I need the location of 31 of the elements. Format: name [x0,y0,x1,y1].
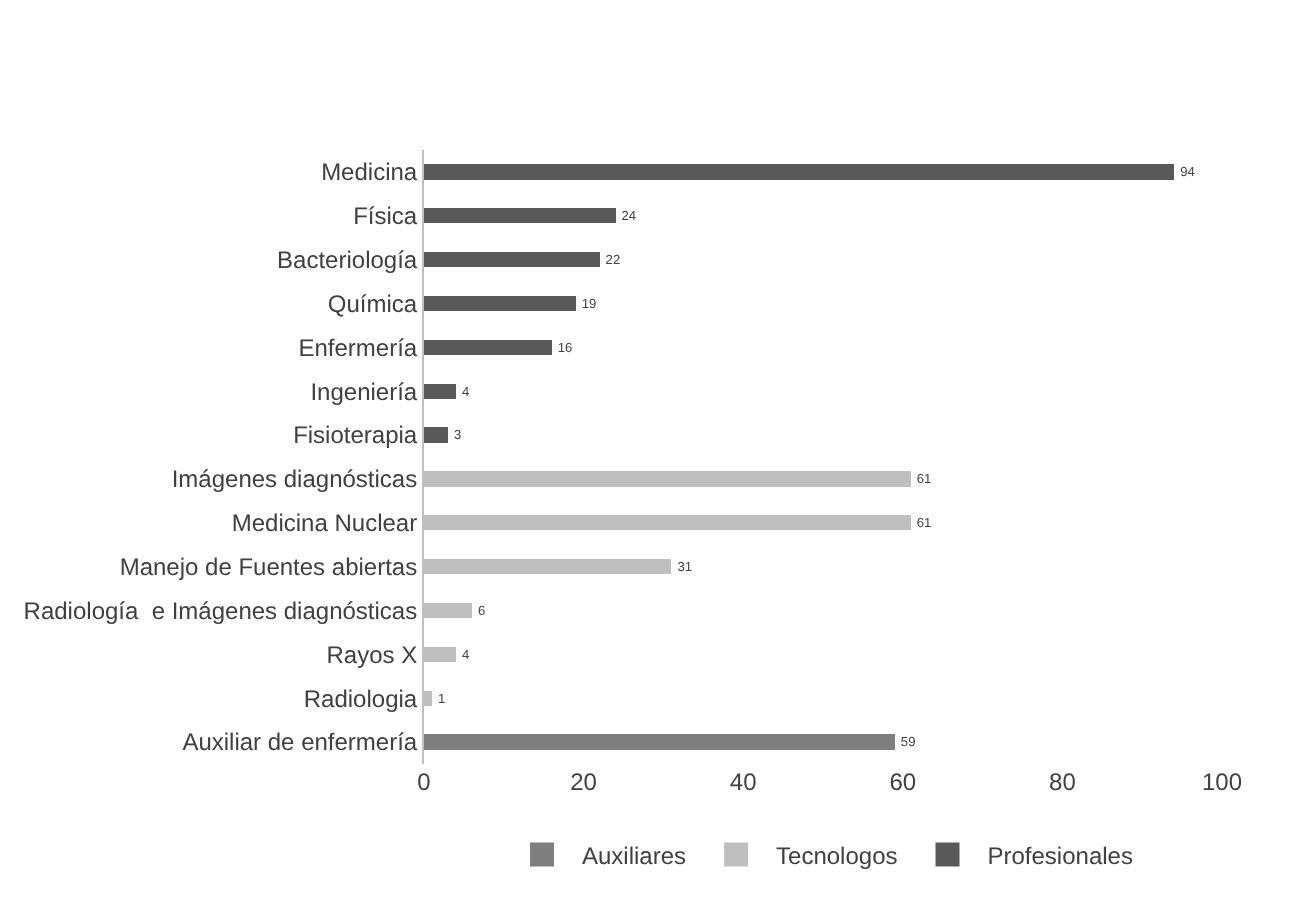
y-tick-label: Radiología e Imágenes diagnósticas [23,596,418,625]
bar [424,208,616,224]
y-tick-label: Física [353,202,418,231]
bar [424,339,552,356]
y-tick-label: Manejo de Fuentes abiertas [119,553,418,582]
bar [424,251,600,268]
bar [424,734,895,750]
bar [424,427,448,443]
y-tick-label: Fisioterapia [293,421,418,450]
bar [424,295,576,312]
bar [424,383,456,399]
legend-label: Tecnologos [776,841,898,870]
y-tick-label: Enfermería [298,333,418,362]
x-tick-label: 0 [417,768,432,796]
y-tick-label: Bacteriología [277,246,418,275]
y-tick-label: Química [327,289,418,318]
x-tick-label: 40 [729,768,758,796]
legend-label: Profesionales [987,841,1133,870]
y-tick-label: Imágenes diagnósticas [171,465,418,494]
y-tick-label: Radiologia [303,684,418,713]
x-tick-label: 20 [570,768,598,796]
y-tick-label: Auxiliar de enfermería [182,728,418,757]
bar [424,164,1175,180]
x-tick-label: 80 [1049,768,1077,796]
y-tick-label: Medicina Nuclear [231,509,418,538]
y-tick-label: Ingeniería [310,377,418,406]
y-tick-label: Rayos X [326,640,418,669]
legend-label: Auxiliares [582,841,687,870]
x-tick-label: 60 [889,768,917,796]
x-tick-label: 100 [1201,768,1243,796]
y-tick-label: Medicina [321,158,418,187]
